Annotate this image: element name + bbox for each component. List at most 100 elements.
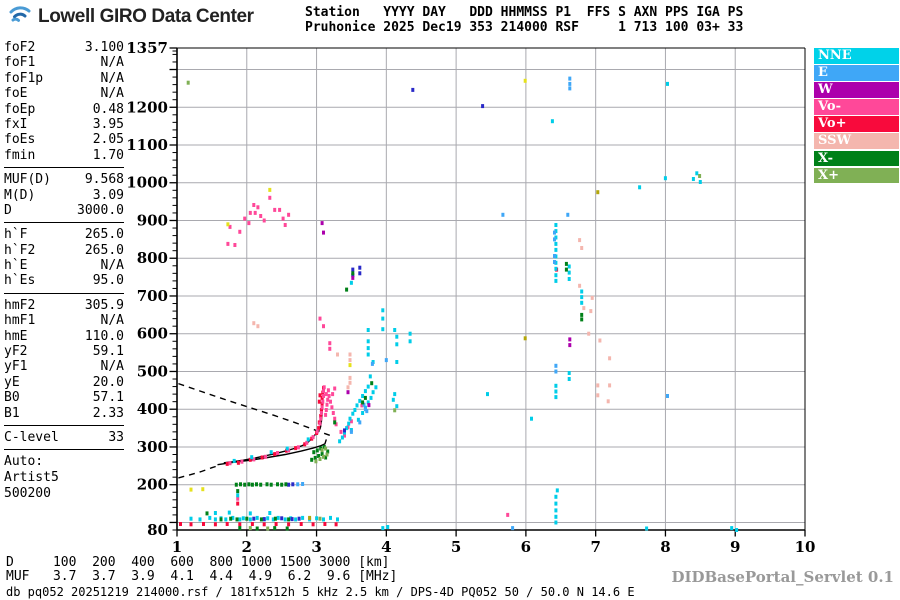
axes bbox=[169, 47, 806, 537]
svg-text:800: 800 bbox=[137, 249, 168, 267]
param-label: h`Es bbox=[4, 273, 36, 289]
svg-text:8: 8 bbox=[660, 538, 670, 556]
svg-text:700: 700 bbox=[137, 287, 168, 305]
param-value: 95.0 bbox=[92, 273, 124, 289]
legend-item-vo: Vo- bbox=[814, 99, 899, 116]
param-value: 2.05 bbox=[92, 132, 124, 148]
autoscaling-info-line: 500200 bbox=[4, 486, 51, 502]
svg-text:600: 600 bbox=[137, 325, 168, 343]
param-row: foEp 0.48 bbox=[4, 102, 124, 117]
profile-extrapolation-curve bbox=[178, 464, 220, 479]
svg-text:500: 500 bbox=[137, 362, 168, 380]
svg-text:300: 300 bbox=[137, 438, 168, 456]
param-label: hmF2 bbox=[4, 297, 36, 313]
param-label: foE bbox=[4, 86, 28, 102]
panel-divider bbox=[4, 424, 124, 426]
svg-text:1100: 1100 bbox=[126, 136, 168, 154]
param-label: foEp bbox=[4, 101, 36, 117]
param-value: 305.9 bbox=[84, 297, 124, 313]
param-value: 3.09 bbox=[92, 187, 124, 203]
svg-text:400: 400 bbox=[137, 400, 168, 418]
svg-text:3: 3 bbox=[311, 538, 321, 556]
echo-points-layer bbox=[179, 76, 739, 532]
param-row: h`Es 95.0 bbox=[4, 273, 124, 288]
param-label: B0 bbox=[4, 390, 20, 406]
param-row: fmin 1.70 bbox=[4, 148, 124, 163]
f-layer-trace-curve bbox=[223, 385, 325, 464]
param-row: foF1 N/A bbox=[4, 55, 124, 70]
param-label: fmin bbox=[4, 147, 36, 163]
param-label: yE bbox=[4, 374, 20, 390]
param-value: 110.0 bbox=[84, 328, 124, 344]
parameter-panel: foF2 3.100 foF1 N/A foF1p N/A foE N/A foEp 0.48 fx… bbox=[4, 40, 124, 502]
logo-text: Lowell GIRO Data Center bbox=[38, 6, 254, 27]
status-line: db pq052 20251219 214000.rsf / 181fx512h… bbox=[6, 585, 635, 599]
giro-waves-icon bbox=[9, 6, 31, 22]
param-value: 265.0 bbox=[84, 227, 124, 243]
svg-text:1357: 1357 bbox=[126, 39, 168, 57]
param-label: foF2 bbox=[4, 40, 36, 55]
param-row: hmF1 N/A bbox=[4, 313, 124, 328]
muf-table: D 100 200 400 600 800 1000 1500 3000 [km… bbox=[6, 556, 397, 584]
station-header-line1: Station YYYY DAY DDD HHMMSS P1 FFS S AXN… bbox=[305, 5, 744, 20]
param-row: hmE 110.0 bbox=[4, 329, 124, 344]
param-label: h`F bbox=[4, 227, 28, 243]
axis-tick-labels: 1357120011001000900800700600500400300200… bbox=[126, 39, 815, 556]
param-value: N/A bbox=[100, 258, 124, 274]
param-value: 33 bbox=[108, 429, 124, 445]
param-label: MUF(D) bbox=[4, 172, 51, 188]
param-label: D bbox=[4, 202, 12, 218]
param-row: D 3000.0 bbox=[4, 203, 124, 218]
param-row: foF1p N/A bbox=[4, 71, 124, 86]
svg-text:4: 4 bbox=[381, 538, 391, 556]
lowell-giro-logo: Lowell GIRO Data Center bbox=[8, 5, 254, 29]
panel-divider bbox=[4, 292, 124, 294]
param-value: N/A bbox=[100, 359, 124, 375]
echo-series-cyan bbox=[189, 81, 739, 532]
param-row: yF2 59.1 bbox=[4, 344, 124, 359]
echo-direction-legend: NNE E W Vo- Vo+ SSW X- X+ bbox=[814, 48, 899, 185]
param-value: N/A bbox=[100, 86, 124, 102]
svg-text:900: 900 bbox=[137, 211, 168, 229]
param-label: hmE bbox=[4, 328, 28, 344]
panel-divider bbox=[4, 167, 124, 169]
param-row: h`F 265.0 bbox=[4, 227, 124, 242]
param-row: hmF2 305.9 bbox=[4, 298, 124, 313]
legend-item-nne: NNE bbox=[814, 48, 899, 64]
param-row: foE N/A bbox=[4, 86, 124, 101]
param-row: C-level 33 bbox=[4, 430, 124, 445]
param-label: yF1 bbox=[4, 359, 28, 375]
param-row: yF1 N/A bbox=[4, 359, 124, 374]
param-label: foEs bbox=[4, 132, 36, 148]
param-label: hmF1 bbox=[4, 313, 36, 329]
svg-text:6: 6 bbox=[521, 538, 531, 556]
svg-text:1200: 1200 bbox=[126, 98, 168, 116]
svg-text:5: 5 bbox=[451, 538, 461, 556]
svg-text:10: 10 bbox=[795, 538, 816, 556]
param-label: C-level bbox=[4, 429, 59, 445]
echo-series-blue bbox=[296, 76, 669, 531]
param-value: N/A bbox=[100, 70, 124, 86]
svg-text:80: 80 bbox=[147, 521, 168, 539]
param-row: B1 2.33 bbox=[4, 406, 124, 421]
echo-series-purple bbox=[320, 221, 572, 408]
servlet-version-label: DIDBasePortal_Servlet 0.1 bbox=[671, 568, 894, 586]
echo-series-dkgreen bbox=[205, 261, 584, 531]
panel-divider bbox=[4, 449, 124, 451]
autoscaling-info-line: Artist5 bbox=[4, 470, 59, 486]
echo-series-ltgreen bbox=[186, 80, 702, 531]
station-header: Station YYYY DAY DDD HHMMSS P1 FFS S AXN… bbox=[305, 5, 743, 35]
panel-divider bbox=[4, 222, 124, 224]
param-label: M(D) bbox=[4, 187, 36, 203]
param-label: foF1p bbox=[4, 70, 44, 86]
param-label: h`F2 bbox=[4, 242, 36, 258]
echo-series-yellow bbox=[189, 78, 527, 492]
svg-text:1000: 1000 bbox=[126, 174, 168, 192]
param-value: 265.0 bbox=[84, 242, 124, 258]
svg-text:2: 2 bbox=[242, 538, 252, 556]
param-value: 59.1 bbox=[92, 344, 124, 360]
param-row: h`E N/A bbox=[4, 258, 124, 273]
param-row: foF2 3.100 bbox=[4, 40, 124, 55]
